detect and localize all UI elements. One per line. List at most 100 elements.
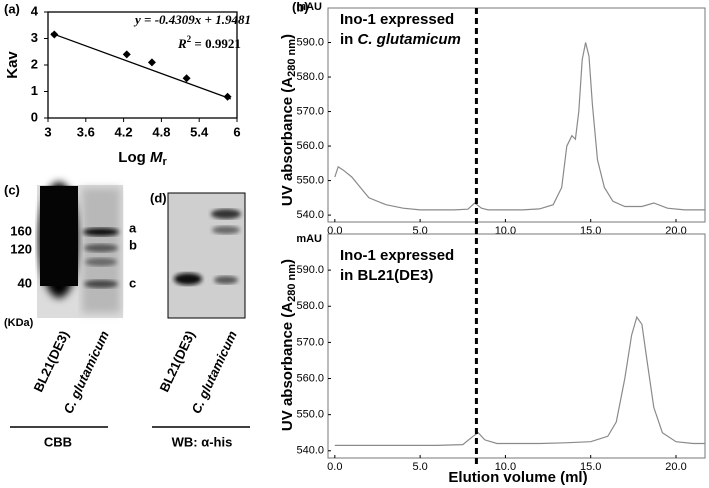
annotation-part: Ino-1 expressed <box>340 247 454 264</box>
unit-label: (KDa) <box>4 317 34 329</box>
point <box>182 74 191 83</box>
band-label: b <box>129 237 137 252</box>
y-tick-label: 550.0 <box>296 409 324 421</box>
lane-label: BL21(DE3) <box>30 328 71 394</box>
stain-label: WB: α-his <box>172 434 233 449</box>
x-tick-label: 4.2 <box>115 124 133 139</box>
lane-label: C. glutamicum <box>188 328 240 416</box>
plot-frame <box>327 7 706 223</box>
y-tick-label: 1 <box>31 83 38 98</box>
x-tick-label: 5.0 <box>412 225 427 237</box>
x-tick-label: 0.0 <box>327 461 342 473</box>
x-tick-label: 10.0 <box>495 461 516 473</box>
y-tick-label: 540.0 <box>296 445 324 457</box>
x-axis-label-part: r <box>162 156 167 168</box>
x-tick-label: 6 <box>233 124 240 139</box>
x-axis-label: Elution volume (ml) <box>448 469 587 486</box>
lane-label: BL21(DE3) <box>156 328 197 394</box>
annotation: in C. glutamicum <box>340 31 461 48</box>
gel-d <box>152 192 250 428</box>
x-tick-label: 10.0 <box>495 225 516 237</box>
gel-band <box>40 186 78 286</box>
annotation-part: in BL21(DE3) <box>340 267 433 284</box>
r-squared-part: = 0.9921 <box>191 36 241 51</box>
x-tick-label: 20.0 <box>665 225 686 237</box>
point <box>122 50 131 59</box>
band-label: a <box>129 220 137 235</box>
gel-band <box>85 258 117 266</box>
y-axis-label: UV absorbance (A280 nm) <box>279 259 298 431</box>
panel-label: (c) <box>4 182 20 197</box>
plot-frame <box>327 233 706 459</box>
y-axis-label-part: 280 nm <box>286 264 298 302</box>
gel-band <box>83 228 119 236</box>
r-squared: R2 = 0.9921 <box>177 34 241 51</box>
point <box>147 58 156 67</box>
y-tick-label: 570.0 <box>296 336 324 348</box>
gel-band <box>212 226 240 234</box>
y-tick-label: 3 <box>31 30 38 45</box>
gel-c <box>10 182 123 428</box>
y-tick-label: 590.0 <box>296 264 324 276</box>
x-tick-label: 15.0 <box>580 461 601 473</box>
y-axis-label-part: 280 nm <box>286 39 298 77</box>
y-axis-label-part: ) <box>279 34 296 39</box>
unit-label: mAU <box>296 233 322 245</box>
annotation: Ino-1 expressed <box>340 247 454 264</box>
plot-frame <box>47 11 238 119</box>
y-tick-label: 580.0 <box>296 300 324 312</box>
y-tick-label: 550.0 <box>296 174 324 186</box>
panel-label: (a) <box>4 1 20 16</box>
x-tick-label: 5.0 <box>412 461 427 473</box>
point <box>223 92 232 101</box>
annotation: Ino-1 expressed <box>340 11 454 28</box>
annotation-part: C. glutamicum <box>358 31 461 48</box>
panel-label: (b) <box>292 0 309 14</box>
y-tick-label: 570.0 <box>296 105 324 117</box>
marker-label: 160 <box>10 223 32 238</box>
x-tick-label: 0.0 <box>327 225 342 237</box>
trace <box>334 42 705 211</box>
x-tick-label: 3.6 <box>77 124 95 139</box>
r-squared-part: 2 <box>187 34 192 44</box>
marker-label: 40 <box>18 275 32 290</box>
y-axis-label: Kav <box>4 51 21 79</box>
trend-line <box>50 32 231 100</box>
x-axis-label-part: M <box>150 149 163 166</box>
y-tick-label: 0 <box>31 109 38 124</box>
gel-band <box>84 244 118 252</box>
point <box>50 30 59 39</box>
trace <box>334 315 705 446</box>
x-tick-label: 4.8 <box>152 124 170 139</box>
x-axis-label-part: Log <box>118 149 150 166</box>
gel-band <box>174 273 202 285</box>
y-tick-label: 540.0 <box>296 209 324 221</box>
y-axis-label-part: ) <box>279 259 296 264</box>
y-tick-label: 2 <box>31 56 38 71</box>
r-squared-part: R <box>177 36 187 51</box>
x-tick-label: 20.0 <box>665 461 686 473</box>
marker-label: 120 <box>10 241 32 256</box>
x-tick-label: 15.0 <box>580 225 601 237</box>
x-tick-label: 3 <box>44 124 51 139</box>
annotation-part: Ino-1 expressed <box>340 11 454 28</box>
band-label: c <box>129 275 136 290</box>
gel-band <box>211 209 241 219</box>
stain-label: CBB <box>44 434 72 449</box>
annotation: in BL21(DE3) <box>340 267 433 284</box>
y-axis-label-part: UV absorbance (A <box>279 77 296 206</box>
gel-band <box>84 280 118 288</box>
y-axis-label: UV absorbance (A280 nm) <box>279 34 298 206</box>
x-tick-label: 5.4 <box>190 124 209 139</box>
y-tick-label: 590.0 <box>296 36 324 48</box>
panel-label: (d) <box>150 190 167 205</box>
y-axis-label-part: UV absorbance (A <box>279 302 296 431</box>
y-tick-label: 560.0 <box>296 140 324 152</box>
y-tick-label: 560.0 <box>296 372 324 384</box>
equation: y = -0.4309x + 1.9481 <box>133 12 251 27</box>
x-axis-label: Log Mr <box>118 149 167 168</box>
y-tick-label: 4 <box>31 3 39 18</box>
gel-band <box>214 276 238 284</box>
y-tick-label: 580.0 <box>296 71 324 83</box>
